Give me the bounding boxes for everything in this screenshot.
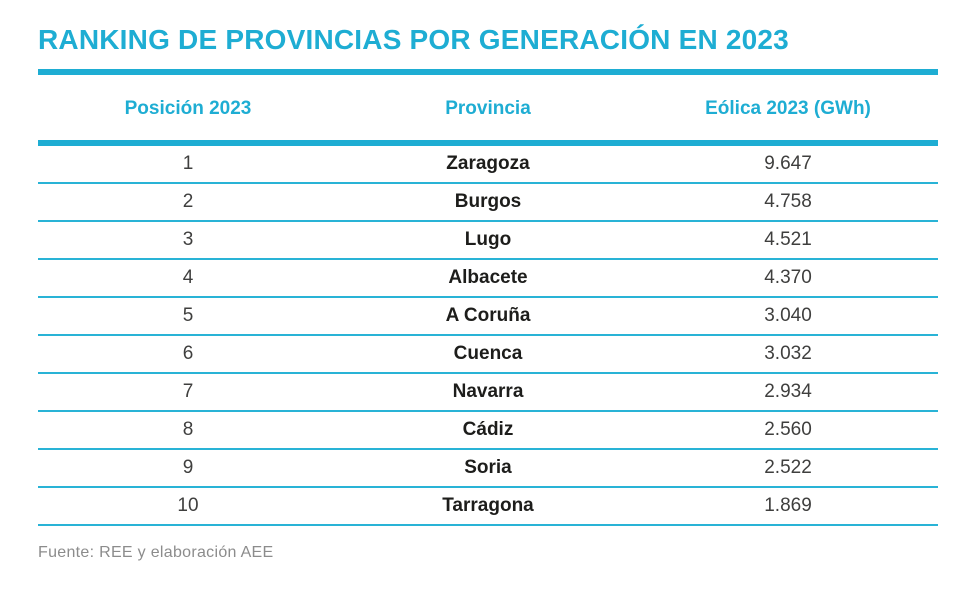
cell-province: Tarragona [338, 487, 638, 526]
cell-position: 4 [38, 259, 338, 298]
cell-province: Navarra [338, 373, 638, 412]
table-row: 6 Cuenca 3.032 [38, 335, 938, 374]
cell-value: 2.934 [638, 373, 938, 412]
table-row: 9 Soria 2.522 [38, 449, 938, 488]
cell-position: 6 [38, 335, 338, 374]
cell-position: 1 [38, 143, 338, 184]
title-divider [38, 69, 938, 75]
table-body: 1 Zaragoza 9.647 2 Burgos 4.758 3 Lugo 4.521 4 Alb… [38, 143, 938, 526]
cell-position: 5 [38, 297, 338, 336]
cell-value: 4.758 [638, 183, 938, 222]
cell-province: A Coruña [338, 297, 638, 336]
cell-value: 4.370 [638, 259, 938, 298]
cell-position: 7 [38, 373, 338, 412]
column-header-province: Provincia [338, 75, 638, 146]
cell-value: 2.560 [638, 411, 938, 450]
cell-position: 9 [38, 449, 338, 488]
cell-value: 2.522 [638, 449, 938, 488]
cell-value: 9.647 [638, 143, 938, 184]
cell-position: 2 [38, 183, 338, 222]
ranking-table: Posición 2023 Provincia Eólica 2023 (GWh… [38, 75, 938, 526]
table-row: 1 Zaragoza 9.647 [38, 143, 938, 184]
table-row: 2 Burgos 4.758 [38, 183, 938, 222]
cell-value: 3.040 [638, 297, 938, 336]
column-header-position: Posición 2023 [38, 75, 338, 146]
table-row: 10 Tarragona 1.869 [38, 487, 938, 526]
cell-province: Lugo [338, 221, 638, 260]
table-row: 8 Cádiz 2.560 [38, 411, 938, 450]
table-row: 3 Lugo 4.521 [38, 221, 938, 260]
cell-province: Zaragoza [338, 143, 638, 184]
cell-province: Cádiz [338, 411, 638, 450]
cell-value: 3.032 [638, 335, 938, 374]
cell-position: 10 [38, 487, 338, 526]
cell-position: 3 [38, 221, 338, 260]
table-header-row: Posición 2023 Provincia Eólica 2023 (GWh… [38, 75, 938, 146]
cell-province: Cuenca [338, 335, 638, 374]
table-row: 7 Navarra 2.934 [38, 373, 938, 412]
source-note: Fuente: REE y elaboración AEE [38, 544, 274, 561]
table-row: 4 Albacete 4.370 [38, 259, 938, 298]
page-title: RANKING DE PROVINCIAS POR GENERACIÓN EN … [38, 24, 789, 55]
cell-province: Soria [338, 449, 638, 488]
cell-province: Burgos [338, 183, 638, 222]
column-header-generation: Eólica 2023 (GWh) [638, 75, 938, 146]
cell-value: 1.869 [638, 487, 938, 526]
cell-value: 4.521 [638, 221, 938, 260]
cell-province: Albacete [338, 259, 638, 298]
table-header: Posición 2023 Provincia Eólica 2023 (GWh… [38, 75, 938, 146]
cell-position: 8 [38, 411, 338, 450]
